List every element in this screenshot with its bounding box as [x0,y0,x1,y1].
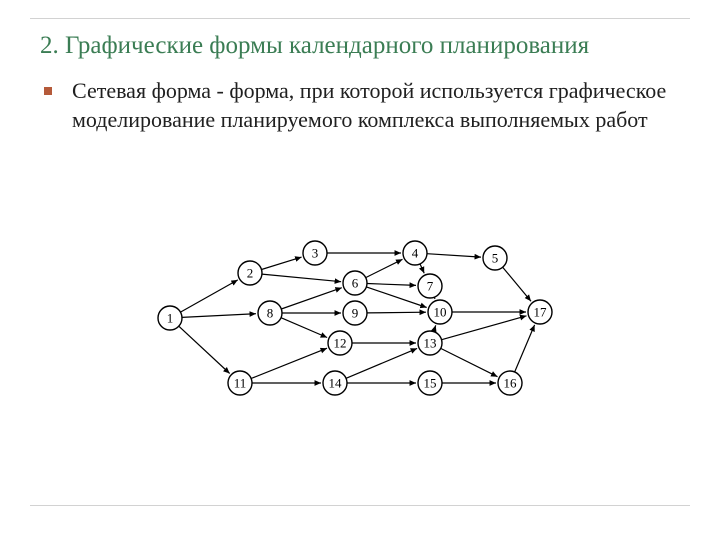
node-label: 1 [167,311,174,326]
node-label: 12 [334,336,347,351]
edge [281,318,327,338]
edge [503,267,531,301]
edge [182,314,256,318]
bottom-rule [30,505,690,506]
top-rule [30,18,690,19]
node-label: 10 [434,305,447,320]
edge [441,348,498,376]
node-label: 7 [427,279,434,294]
node-label: 16 [504,376,518,391]
node-label: 8 [267,306,274,321]
edge [181,280,238,312]
node-label: 14 [329,376,343,391]
list-item: Сетевая форма - форма, при которой испол… [66,77,686,134]
node-label: 17 [534,305,548,320]
node-label: 11 [234,376,247,391]
edge [420,264,424,273]
node-label: 6 [352,276,359,291]
slide: 2. Графические формы календарного планир… [0,0,720,540]
node-label: 13 [424,336,437,351]
edge [281,288,342,309]
edge [442,316,527,340]
edge [367,312,426,313]
edge [367,284,416,286]
edge [179,326,230,373]
body-list: Сетевая форма - форма, при которой испол… [34,77,686,134]
node-label: 5 [492,251,499,266]
node-label: 2 [247,266,254,281]
node-label: 3 [312,246,319,261]
edge [262,274,341,282]
edge [251,348,327,378]
edge [427,254,481,257]
node-label: 4 [412,246,419,261]
network-svg: 1234567891011121314151617 [140,228,580,408]
edge [262,257,302,269]
edge [366,259,403,277]
edge [366,287,426,308]
node-label: 9 [352,306,359,321]
slide-title: 2. Графические формы календарного планир… [40,30,680,61]
edge [346,348,417,378]
edge [434,325,436,331]
edge [515,325,535,372]
network-diagram: 1234567891011121314151617 [0,228,720,408]
node-label: 15 [424,376,437,391]
